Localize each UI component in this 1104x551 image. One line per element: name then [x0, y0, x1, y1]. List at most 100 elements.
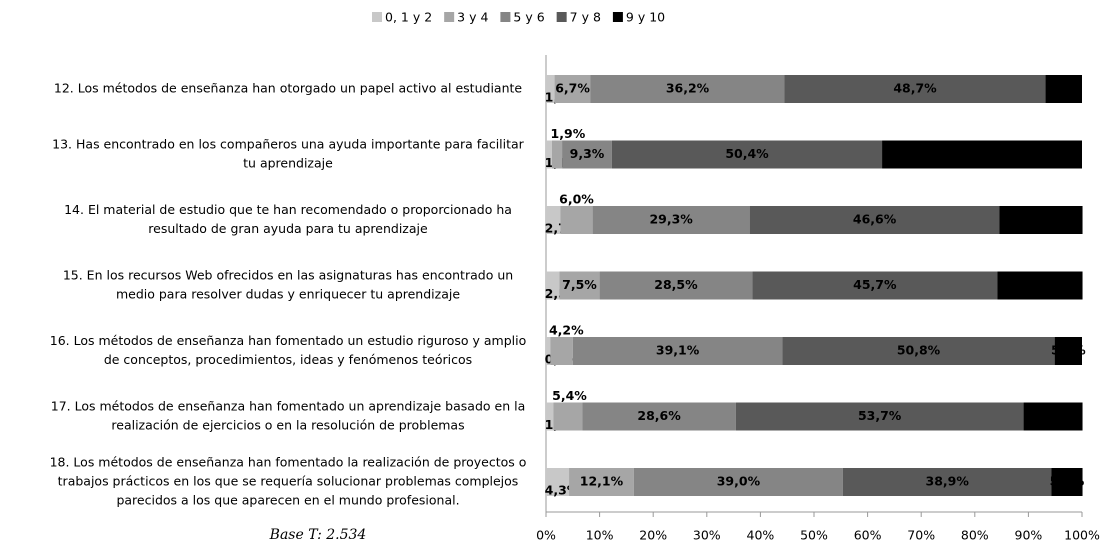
bar-segment [590, 75, 785, 103]
bar-segment [582, 402, 736, 431]
value-label: 15,5% [1019, 212, 1063, 227]
value-label: 28,5% [654, 277, 698, 292]
x-tick-label: 100% [1064, 528, 1100, 543]
bar-segment [749, 206, 1000, 234]
x-tick-label: 0% [536, 528, 556, 543]
value-label: 12,1% [580, 474, 624, 489]
value-label: 15,9% [1018, 277, 1062, 292]
value-label: 6,7% [555, 81, 590, 96]
category-label: 16. Los métodos de enseñanza han fomenta… [50, 333, 526, 348]
bar-segment [1045, 75, 1082, 103]
x-tick-label: 70% [907, 528, 935, 543]
bar-segment [1051, 468, 1083, 496]
bar-segment [546, 337, 551, 365]
bar-segment [554, 75, 591, 103]
category-label: resultado de gran ayuda para tu aprendiz… [148, 221, 428, 236]
value-label: 50,8% [897, 343, 941, 358]
value-label: 11,0% [1031, 408, 1075, 423]
bar-segment [592, 206, 750, 234]
bar-segment [997, 271, 1083, 300]
bar-segment [546, 271, 560, 300]
legend-label: 9 y 10 [626, 10, 665, 25]
value-label: 50,4% [725, 146, 769, 161]
value-label: 53,7% [858, 408, 902, 423]
value-label: 37,3% [960, 146, 1004, 161]
category-label: tu aprendizaje [243, 156, 333, 171]
bar-segment [735, 402, 1024, 431]
bar-segment [550, 337, 573, 365]
value-label: 28,6% [637, 408, 681, 423]
value-label: 48,7% [893, 81, 937, 96]
value-label: 4,2% [549, 323, 584, 338]
legend-swatch [500, 12, 511, 22]
bar-segment [572, 337, 783, 365]
value-label: 39,1% [656, 343, 700, 358]
legend-label: 3 y 4 [457, 10, 488, 25]
category-label: 12. Los métodos de enseñanza han otorgad… [54, 81, 523, 96]
category-label: 14. El material de estudio que te han re… [64, 202, 512, 217]
value-label: 46,6% [853, 212, 897, 227]
bar-segment [999, 206, 1083, 234]
value-label: 9,3% [570, 146, 605, 161]
category-label: realización de ejercicios o en la resolu… [111, 418, 464, 433]
value-label: 1,9% [551, 126, 586, 141]
bar-segment [546, 468, 570, 496]
category-label: 18. Los métodos de enseñanza han fomenta… [50, 455, 527, 470]
bar-segment [562, 140, 612, 169]
bar-segment [611, 140, 883, 169]
bar-segment [784, 75, 1046, 103]
legend-label: 5 y 6 [513, 10, 544, 25]
bar-segment [546, 140, 552, 169]
bar-segment [546, 75, 555, 103]
value-label: 6,0% [559, 192, 594, 207]
bar-segment [599, 271, 753, 300]
value-label: 39,0% [717, 474, 761, 489]
category-label: 15. En los recursos Web ofrecidos en las… [63, 268, 513, 283]
bar-segment [1023, 402, 1083, 431]
legend-swatch [372, 12, 382, 22]
bar-segment [559, 271, 600, 300]
bar-segment [633, 468, 843, 496]
category-label: parecidos a los que aparecen en el mundo… [116, 493, 459, 508]
bar-segment [1054, 337, 1082, 365]
legend-label: 7 y 8 [570, 10, 601, 25]
bar-segment [553, 402, 583, 431]
note: Base T: 2.534 [269, 527, 367, 543]
bar-segment [842, 468, 1052, 496]
x-tick-label: 80% [961, 528, 989, 543]
legend-swatch [556, 12, 567, 22]
value-label: 45,7% [853, 277, 897, 292]
bar-segment [546, 206, 561, 234]
x-tick-label: 90% [1015, 528, 1043, 543]
x-tick-label: 30% [693, 528, 721, 543]
bar-segment [569, 468, 634, 496]
bar-segment [882, 140, 1082, 169]
category-label: trabajos prácticos en los que se requerí… [58, 474, 519, 489]
x-tick-label: 20% [639, 528, 667, 543]
x-tick-label: 50% [800, 528, 828, 543]
bar-segment [546, 402, 554, 431]
bar-segment [551, 140, 563, 169]
bar-segment [560, 206, 593, 234]
category-label: 17. Los métodos de enseñanza han fomenta… [51, 399, 525, 414]
value-label: 29,3% [649, 212, 693, 227]
value-label: 6,8% [1046, 81, 1081, 96]
legend-label: 0, 1 y 2 [385, 10, 432, 25]
category-label: medio para resolver dudas y enriquecer t… [116, 287, 460, 302]
x-tick-label: 60% [854, 528, 882, 543]
value-label: 5,8% [1050, 474, 1085, 489]
bar-segment [782, 337, 1055, 365]
bar-segment [752, 271, 998, 300]
category-label: 13. Has encontrado en los compañeros una… [52, 137, 525, 152]
value-label: 7,5% [562, 277, 597, 292]
legend-swatch [612, 12, 623, 22]
value-label: 5,1% [1051, 343, 1086, 358]
legend-swatch [444, 12, 455, 22]
value-label: 36,2% [666, 81, 710, 96]
value-label: 5,4% [552, 388, 587, 403]
x-tick-label: 40% [747, 528, 775, 543]
x-tick-label: 10% [586, 528, 614, 543]
value-label: 38,9% [926, 474, 970, 489]
category-label: de conceptos, procedimientos, ideas y fe… [104, 352, 472, 367]
